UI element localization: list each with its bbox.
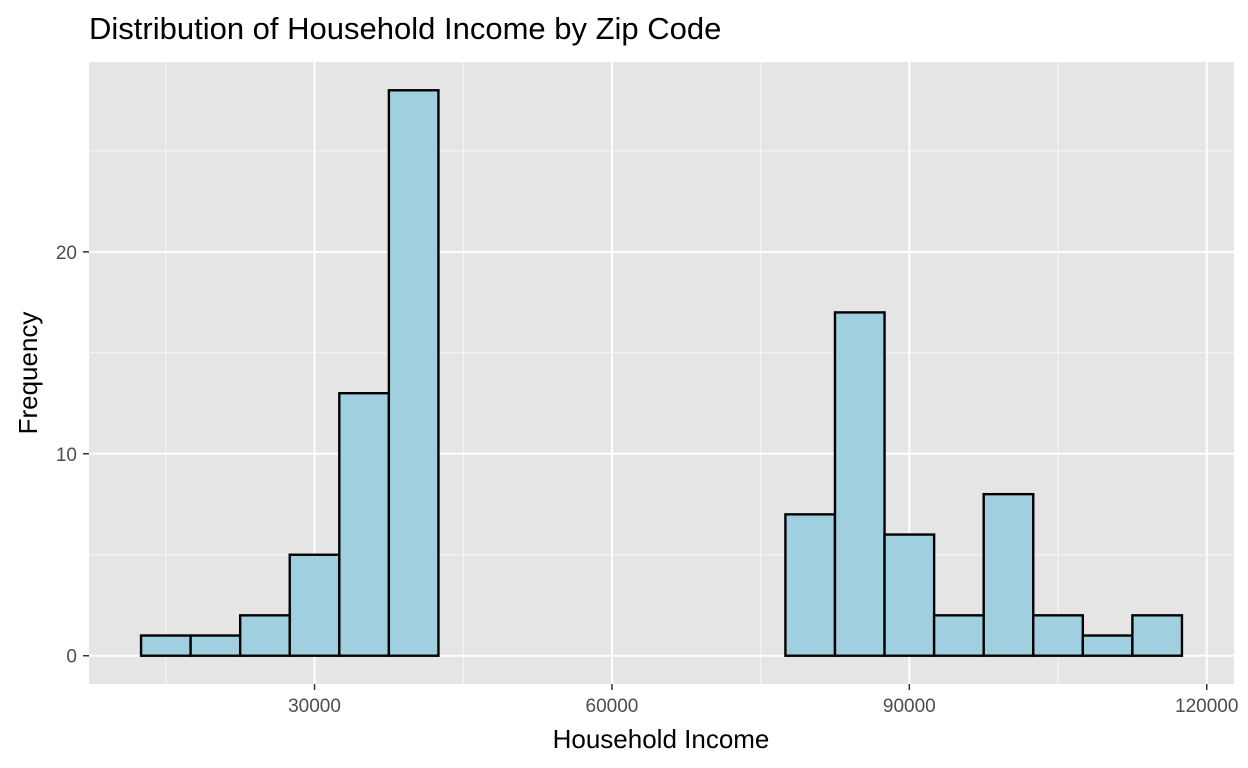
histogram-bar bbox=[1131, 614, 1184, 657]
histogram-bar bbox=[784, 513, 837, 657]
y-tick-label: 0 bbox=[66, 647, 77, 668]
chart-title: Distribution of Household Income by Zip … bbox=[89, 11, 721, 46]
histogram-bar bbox=[883, 533, 936, 657]
x-tick-label: 30000 bbox=[288, 696, 341, 717]
histogram-bar bbox=[387, 89, 440, 657]
histogram-bar bbox=[1081, 634, 1134, 657]
histogram-bar bbox=[338, 391, 391, 657]
x-tick-label: 60000 bbox=[586, 696, 639, 717]
histogram-bar bbox=[833, 311, 886, 657]
histogram-bar bbox=[288, 553, 341, 657]
y-axis: 0 10 20 bbox=[56, 243, 89, 668]
x-axis-title: Household Income bbox=[553, 724, 770, 754]
histogram-bar bbox=[982, 492, 1035, 657]
histogram-bar bbox=[139, 634, 192, 657]
y-tick-label: 10 bbox=[56, 445, 77, 466]
y-axis-title: Frequency bbox=[13, 312, 43, 435]
x-axis: 30000 60000 90000 120000 bbox=[288, 684, 1238, 717]
x-tick-label: 120000 bbox=[1175, 696, 1238, 717]
histogram-bar bbox=[932, 614, 985, 657]
minor-gridlines bbox=[89, 62, 1234, 684]
histogram-bars bbox=[139, 89, 1184, 657]
y-tick-label: 20 bbox=[56, 243, 77, 264]
plot-panel bbox=[89, 62, 1234, 684]
histogram-bar bbox=[1032, 614, 1085, 657]
histogram-bar bbox=[238, 614, 291, 657]
x-tick-label: 90000 bbox=[883, 696, 936, 717]
histogram-bar bbox=[189, 634, 242, 657]
